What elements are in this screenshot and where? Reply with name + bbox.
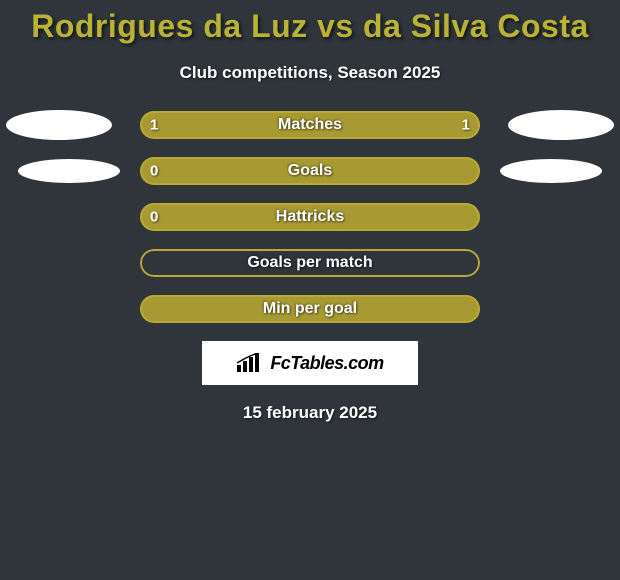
stat-row: 0 Hattricks: [0, 203, 620, 231]
stat-bar: 0 Hattricks: [140, 203, 480, 231]
stat-bar: Min per goal: [140, 295, 480, 323]
player-marker-left: [6, 110, 112, 140]
logo-chart-icon: [236, 353, 264, 373]
stat-label: Hattricks: [276, 208, 344, 226]
stat-value-right: 1: [462, 117, 470, 134]
stat-bar: 1 1 Matches: [140, 111, 480, 139]
stat-row: 0 Goals: [0, 157, 620, 185]
date-label: 15 february 2025: [243, 403, 377, 423]
stat-bar: 0 Goals: [140, 157, 480, 185]
stat-label: Goals per match: [247, 254, 372, 272]
stat-value-left: 1: [150, 117, 158, 134]
player-marker-right: [508, 110, 614, 140]
logo-text: FcTables.com: [270, 353, 383, 374]
logo-box: FcTables.com: [202, 341, 418, 385]
stat-label: Min per goal: [263, 300, 357, 318]
player-marker-left: [18, 159, 120, 183]
comparison-infographic: Rodrigues da Luz vs da Silva Costa Club …: [0, 0, 620, 580]
chart-area: 1 1 Matches 0 Goals 0 Hattricks Goals per match…: [0, 111, 620, 323]
stat-label: Goals: [288, 162, 332, 180]
subtitle: Club competitions, Season 2025: [180, 63, 441, 83]
stat-label: Matches: [278, 116, 342, 134]
player-marker-right: [500, 159, 602, 183]
stat-row: 1 1 Matches: [0, 111, 620, 139]
stat-value-left: 0: [150, 163, 158, 180]
stat-row: Goals per match: [0, 249, 620, 277]
stat-row: Min per goal: [0, 295, 620, 323]
stat-bar: Goals per match: [140, 249, 480, 277]
stat-value-left: 0: [150, 209, 158, 226]
page-title: Rodrigues da Luz vs da Silva Costa: [31, 8, 589, 45]
